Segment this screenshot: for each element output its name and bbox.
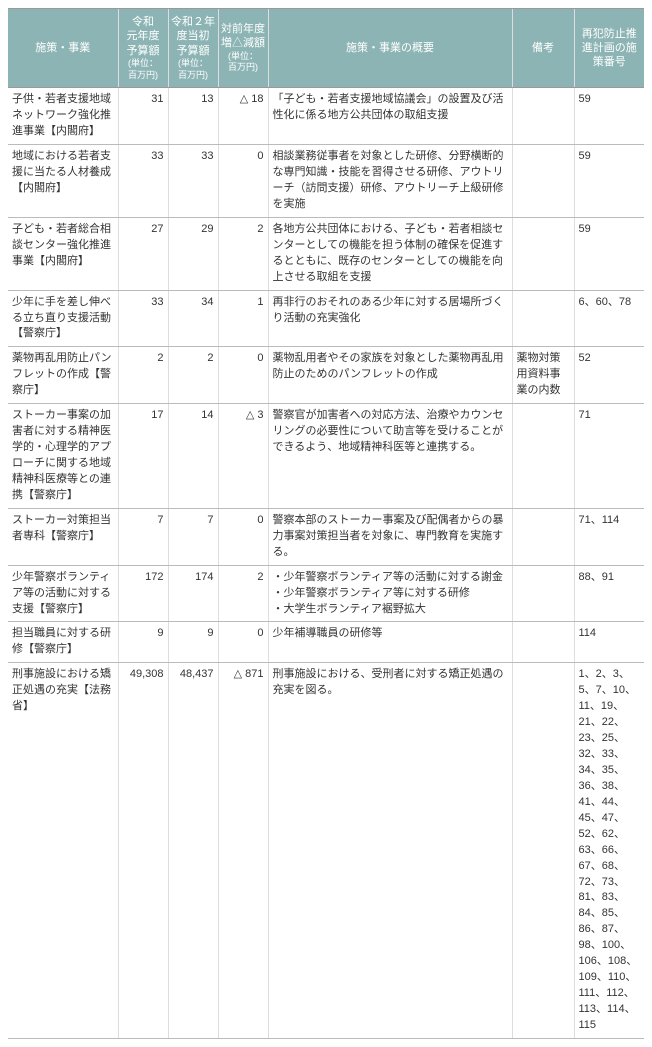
table-row: 子供・若者支援地域ネットワーク強化推進事業【内閣府】3113△ 18「子ども・若… — [8, 88, 644, 145]
cell-policy-name: 少年警察ボランティア等の活動に対する支援【警察庁】 — [8, 565, 118, 622]
cell-note — [512, 88, 574, 145]
cell-diff: 2 — [218, 217, 268, 290]
cell-desc: 各地方公共団体における、子ども・若者相談センターとしての機能を担う体制の確保を促… — [268, 217, 512, 290]
cell-plan: 71、114 — [574, 508, 644, 565]
table-row: 刑事施設における矯正処遇の充実【法務省】49,30848,437△ 871刑事施… — [8, 663, 644, 1039]
cell-budget-r2: 174 — [168, 565, 218, 622]
cell-policy-name: 薬物再乱用防止パンフレットの作成【警察庁】 — [8, 347, 118, 404]
cell-desc: 「子ども・若者支援地域協議会」の設置及び活性化に係る地方公共団体の取組支援 — [268, 88, 512, 145]
cell-budget-r1: 172 — [118, 565, 168, 622]
cell-desc: ・少年警察ボランティア等の活動に対する謝金 ・少年警察ボランティア等に対する研修… — [268, 565, 512, 622]
cell-budget-r2: 2 — [168, 347, 218, 404]
header-budget-r1: 令和 元年度 予算額(単位： 百万円) — [118, 9, 168, 88]
cell-budget-r1: 7 — [118, 508, 168, 565]
cell-plan: 114 — [574, 622, 644, 663]
cell-budget-r2: 34 — [168, 290, 218, 347]
cell-note — [512, 404, 574, 509]
cell-policy-name: 子供・若者支援地域ネットワーク強化推進事業【内閣府】 — [8, 88, 118, 145]
cell-budget-r2: 33 — [168, 145, 218, 218]
policy-budget-table: 施策・事業 令和 元年度 予算額(単位： 百万円) 令和２年 度当初 予算額(単… — [8, 8, 644, 1039]
cell-budget-r1: 31 — [118, 88, 168, 145]
cell-desc: 薬物乱用者やその家族を対象とした薬物再乱用防止のためのパンフレットの作成 — [268, 347, 512, 404]
cell-diff: 0 — [218, 508, 268, 565]
cell-desc: 警察本部のストーカー事案及び配偶者からの暴力事案対策担当者を対象に、専門教育を実… — [268, 508, 512, 565]
cell-budget-r1: 17 — [118, 404, 168, 509]
cell-diff: △ 3 — [218, 404, 268, 509]
cell-note — [512, 663, 574, 1039]
header-budget-r2: 令和２年 度当初 予算額(単位： 百万円) — [168, 9, 218, 88]
cell-plan: 59 — [574, 88, 644, 145]
cell-budget-r1: 27 — [118, 217, 168, 290]
cell-policy-name: 少年に手を差し伸べる立ち直り支援活動【警察庁】 — [8, 290, 118, 347]
table-row: 少年に手を差し伸べる立ち直り支援活動【警察庁】33341再非行のおそれのある少年… — [8, 290, 644, 347]
cell-policy-name: 子ども・若者総合相談センター強化推進事業【内閣府】 — [8, 217, 118, 290]
cell-budget-r2: 13 — [168, 88, 218, 145]
cell-diff: △ 871 — [218, 663, 268, 1039]
cell-diff: △ 18 — [218, 88, 268, 145]
cell-plan: 1、2、3、5、7、10、11、19、21、22、23、25、32、33、34、… — [574, 663, 644, 1039]
cell-policy-name: 地域における若者支援に当たる人材養成【内閣府】 — [8, 145, 118, 218]
cell-note — [512, 290, 574, 347]
cell-diff: 0 — [218, 347, 268, 404]
cell-policy-name: ストーカー事案の加害者に対する精神医学的・心理学的アプローチに関する地域精神科医… — [8, 404, 118, 509]
cell-diff: 0 — [218, 622, 268, 663]
table-row: 少年警察ボランティア等の活動に対する支援【警察庁】1721742・少年警察ボラン… — [8, 565, 644, 622]
cell-plan: 71 — [574, 404, 644, 509]
cell-note: 薬物対策用資料事業の内数 — [512, 347, 574, 404]
cell-policy-name: ストーカー対策担当者専科【警察庁】 — [8, 508, 118, 565]
cell-diff: 0 — [218, 145, 268, 218]
header-policy: 施策・事業 — [8, 9, 118, 88]
cell-budget-r2: 7 — [168, 508, 218, 565]
header-plan: 再犯防止推 進計画の施 策番号 — [574, 9, 644, 88]
header-diff: 対前年度 増△減額(単位： 百万円) — [218, 9, 268, 88]
cell-policy-name: 刑事施設における矯正処遇の充実【法務省】 — [8, 663, 118, 1039]
cell-budget-r1: 2 — [118, 347, 168, 404]
cell-plan: 52 — [574, 347, 644, 404]
cell-plan: 6、60、78 — [574, 290, 644, 347]
cell-desc: 再非行のおそれのある少年に対する居場所づくり活動の充実強化 — [268, 290, 512, 347]
cell-desc: 少年補導職員の研修等 — [268, 622, 512, 663]
cell-desc: 刑事施設における、受刑者に対する矯正処遇の充実を図る。 — [268, 663, 512, 1039]
cell-plan: 59 — [574, 145, 644, 218]
cell-budget-r2: 14 — [168, 404, 218, 509]
cell-budget-r2: 48,437 — [168, 663, 218, 1039]
cell-budget-r2: 29 — [168, 217, 218, 290]
header-note: 備考 — [512, 9, 574, 88]
cell-budget-r2: 9 — [168, 622, 218, 663]
header-desc: 施策・事業の概要 — [268, 9, 512, 88]
table-row: ストーカー事案の加害者に対する精神医学的・心理学的アプローチに関する地域精神科医… — [8, 404, 644, 509]
cell-plan: 59 — [574, 217, 644, 290]
table-row: ストーカー対策担当者専科【警察庁】770警察本部のストーカー事案及び配偶者からの… — [8, 508, 644, 565]
cell-note — [512, 145, 574, 218]
cell-desc: 警察官が加害者への対応方法、治療やカウンセリングの必要性について助言等を受けるこ… — [268, 404, 512, 509]
cell-budget-r1: 33 — [118, 290, 168, 347]
cell-note — [512, 217, 574, 290]
cell-budget-r1: 33 — [118, 145, 168, 218]
table-header-row: 施策・事業 令和 元年度 予算額(単位： 百万円) 令和２年 度当初 予算額(単… — [8, 9, 644, 88]
cell-plan: 88、91 — [574, 565, 644, 622]
cell-diff: 2 — [218, 565, 268, 622]
cell-budget-r1: 49,308 — [118, 663, 168, 1039]
cell-desc: 相談業務従事者を対象とした研修、分野横断的な専門知識・技能を習得させる研修、アウ… — [268, 145, 512, 218]
cell-note — [512, 565, 574, 622]
table-row: 子ども・若者総合相談センター強化推進事業【内閣府】27292各地方公共団体におけ… — [8, 217, 644, 290]
cell-policy-name: 担当職員に対する研修【警察庁】 — [8, 622, 118, 663]
table-row: 地域における若者支援に当たる人材養成【内閣府】33330相談業務従事者を対象とし… — [8, 145, 644, 218]
table-row: 担当職員に対する研修【警察庁】990少年補導職員の研修等114 — [8, 622, 644, 663]
cell-note — [512, 508, 574, 565]
cell-budget-r1: 9 — [118, 622, 168, 663]
table-row: 薬物再乱用防止パンフレットの作成【警察庁】220薬物乱用者やその家族を対象とした… — [8, 347, 644, 404]
cell-note — [512, 622, 574, 663]
cell-diff: 1 — [218, 290, 268, 347]
